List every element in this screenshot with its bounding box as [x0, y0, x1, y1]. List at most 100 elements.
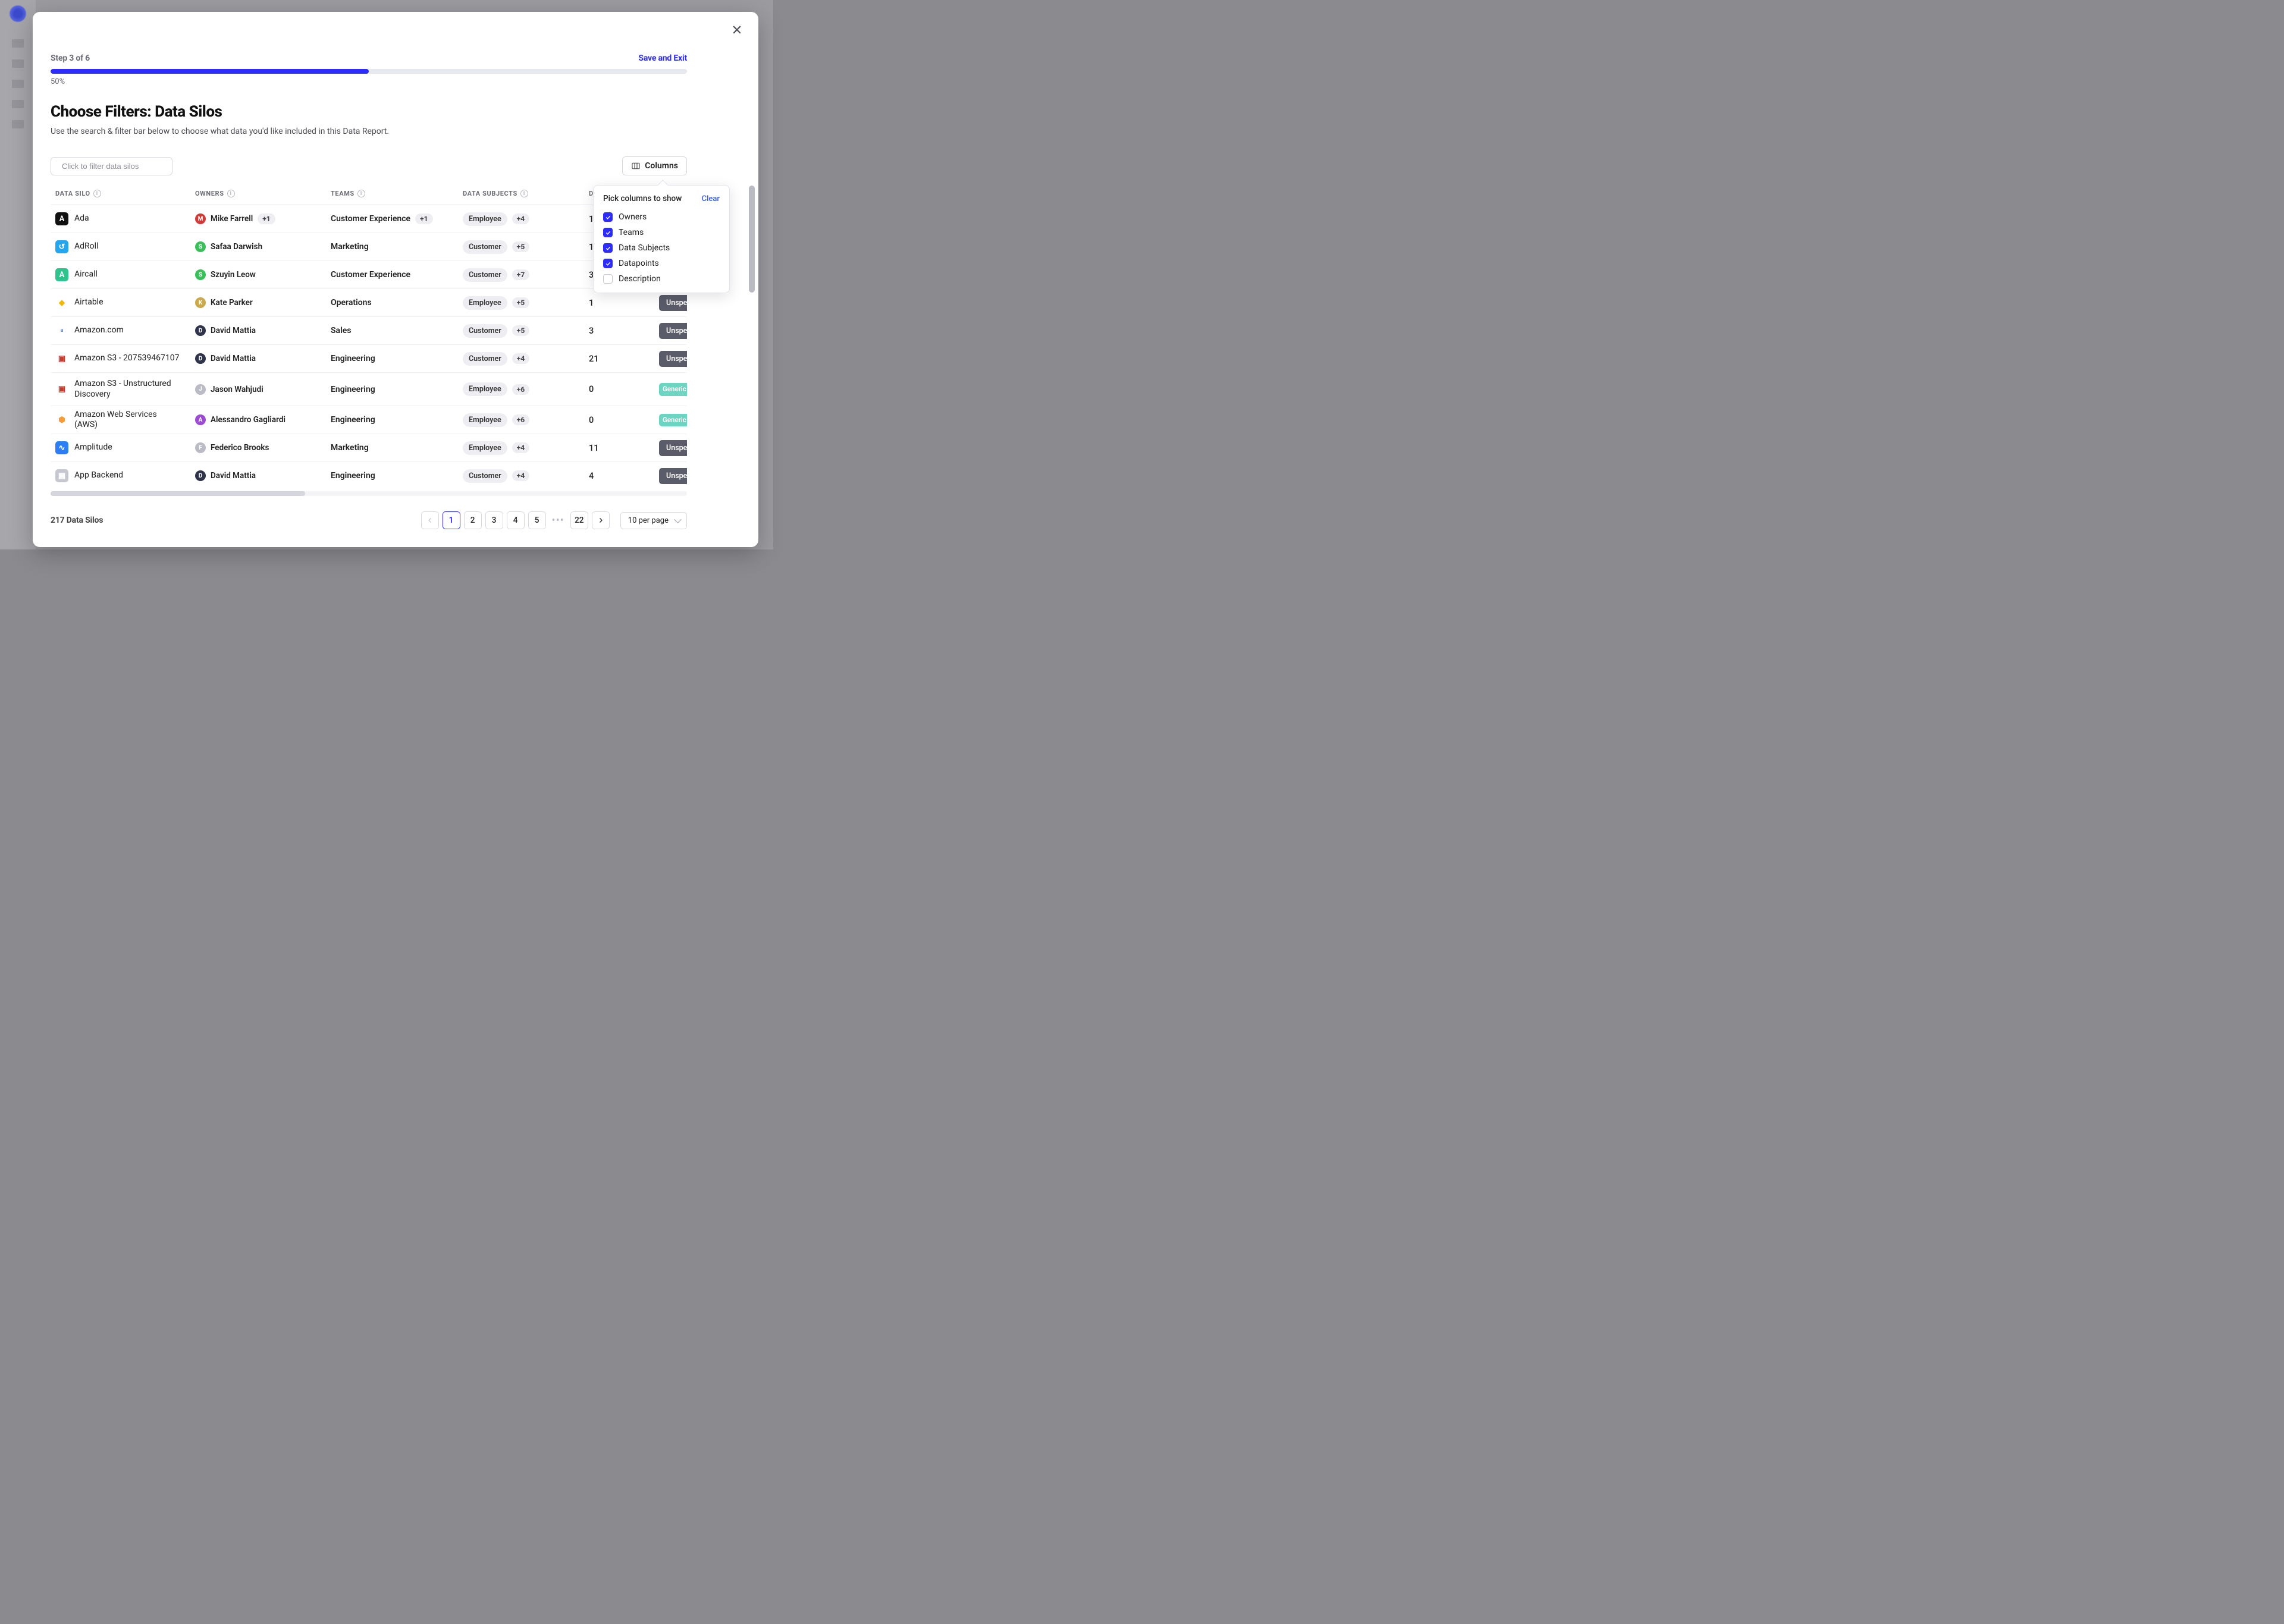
subject-extra-pill[interactable]: +5 [512, 325, 529, 336]
owner-extra-pill[interactable]: +1 [258, 213, 275, 224]
subject-pill[interactable]: Customer [463, 324, 507, 338]
filter-input-wrap[interactable] [51, 157, 172, 175]
table-row[interactable]: ▣Amazon S3 - Unstructured DiscoveryJJaso… [51, 373, 687, 406]
owner-name: Jason Wahjudi [211, 385, 263, 394]
checkbox-icon[interactable] [603, 212, 613, 222]
columns-popover: Pick columns to show Clear OwnersTeamsDa… [593, 185, 730, 293]
data-table: DATA SILOi OWNERSi TEAMSi DATA SUBJECTSi… [51, 190, 687, 547]
page-button[interactable]: 3 [485, 511, 503, 529]
category-badge[interactable]: Unspecified [659, 351, 687, 367]
checkbox-icon[interactable] [603, 243, 613, 253]
column-option[interactable]: Teams [603, 225, 720, 240]
subject-extra-pill[interactable]: +6 [512, 384, 529, 395]
team-name: Operations [331, 298, 372, 307]
columns-button-label: Columns [645, 161, 678, 171]
checkbox-icon[interactable] [603, 259, 613, 268]
page-button[interactable]: 2 [464, 511, 482, 529]
save-and-exit-link[interactable]: Save and Exit [638, 54, 687, 63]
category-badge[interactable]: Unspecified [659, 323, 687, 339]
page-button[interactable]: 5 [528, 511, 546, 529]
column-option-label: Datapoints [619, 259, 659, 268]
info-icon[interactable]: i [520, 190, 528, 197]
subject-pill[interactable]: Customer [463, 469, 507, 483]
popover-clear-link[interactable]: Clear [702, 194, 720, 203]
column-option[interactable]: Data Subjects [603, 240, 720, 256]
per-page-select[interactable]: 10 per page [620, 512, 687, 529]
columns-icon [631, 161, 641, 171]
category-badge[interactable]: Generic Personal Information [659, 383, 687, 395]
column-option[interactable]: Owners [603, 209, 720, 225]
page-title: Choose Filters: Data Silos [51, 103, 687, 121]
team-name: Engineering [331, 354, 375, 363]
category-badge[interactable]: Generic Personal Information [659, 414, 687, 426]
subject-extra-pill[interactable]: +6 [512, 414, 529, 425]
page-subtitle: Use the search & filter bar below to cho… [51, 127, 687, 136]
silo-name: Amazon Web Services (AWS) [74, 410, 181, 431]
avatar: D [195, 353, 206, 364]
subject-pill[interactable]: Customer [463, 352, 507, 366]
next-page-button[interactable] [592, 511, 610, 529]
silo-name: Amplitude [74, 442, 112, 453]
table-row[interactable]: AAdaMMike Farrell+1Customer Experience+1… [51, 205, 687, 233]
datapoints-value: 4 [589, 471, 659, 481]
checkbox-icon[interactable] [603, 274, 613, 284]
table-row[interactable]: ⬢Amazon Web Services (AWS)AAlessandro Ga… [51, 406, 687, 434]
page-button[interactable]: 1 [443, 511, 460, 529]
modal-scrollbar[interactable] [749, 55, 755, 535]
subject-pill[interactable]: Customer [463, 240, 507, 254]
owner-name: David Mattia [211, 471, 256, 480]
bg-sidebar [0, 0, 36, 549]
subject-extra-pill[interactable]: +5 [512, 297, 529, 308]
columns-button[interactable]: Columns [622, 156, 687, 175]
team-name: Marketing [331, 443, 369, 453]
checkbox-icon[interactable] [603, 228, 613, 237]
scrollbar-thumb[interactable] [749, 186, 755, 293]
th-data-subjects[interactable]: DATA SUBJECTSi [463, 190, 589, 197]
silo-icon: ▦ [55, 469, 68, 482]
column-option[interactable]: Description [603, 271, 720, 287]
close-button[interactable] [729, 21, 745, 38]
th-data-silo[interactable]: DATA SILOi [55, 190, 195, 197]
th-owners[interactable]: OWNERSi [195, 190, 331, 197]
category-badge[interactable]: Unspecified [659, 295, 687, 311]
table-row[interactable]: ∿AmplitudeFFederico BrooksMarketingEmplo… [51, 434, 687, 462]
table-row[interactable]: aAmazon.comDDavid MattiaSalesCustomer+53… [51, 317, 687, 345]
column-option[interactable]: Datapoints [603, 256, 720, 271]
silo-name: Airtable [74, 297, 103, 308]
team-extra-pill[interactable]: +1 [415, 213, 432, 224]
silo-name: Amazon S3 - 207539467107 [74, 353, 179, 364]
subject-pill[interactable]: Employee [463, 212, 507, 226]
table-row[interactable]: ↺AdRollSSafaa DarwishMarketingCustomer+5… [51, 233, 687, 261]
subject-extra-pill[interactable]: +4 [512, 442, 529, 453]
subject-pill[interactable]: Customer [463, 268, 507, 282]
horizontal-scrollbar-thumb[interactable] [51, 491, 305, 496]
table-row[interactable]: ▣Amazon S3 - 207539467107DDavid MattiaEn… [51, 345, 687, 373]
subject-extra-pill[interactable]: +4 [512, 470, 529, 481]
subject-extra-pill[interactable]: +4 [512, 213, 529, 224]
page-button[interactable]: 4 [507, 511, 525, 529]
table-row[interactable]: ◆AirtableKKate ParkerOperationsEmployee+… [51, 289, 687, 317]
info-icon[interactable]: i [227, 190, 235, 197]
subject-pill[interactable]: Employee [463, 441, 507, 455]
silo-icon: A [55, 268, 68, 281]
subject-pill[interactable]: Employee [463, 413, 507, 427]
info-icon[interactable]: i [357, 190, 365, 197]
category-badge[interactable]: Unspecified [659, 468, 687, 484]
silo-icon: ∿ [55, 441, 68, 454]
info-icon[interactable]: i [93, 190, 101, 197]
horizontal-scrollbar[interactable] [51, 491, 687, 496]
owner-name: Szuyin Leow [211, 270, 256, 279]
subject-extra-pill[interactable]: +4 [512, 353, 529, 364]
subject-pill[interactable]: Employee [463, 296, 507, 310]
silo-icon: ⬢ [55, 413, 68, 426]
page-button[interactable]: 22 [570, 511, 588, 529]
subject-extra-pill[interactable]: +5 [512, 241, 529, 252]
filter-input[interactable] [62, 162, 167, 171]
th-teams[interactable]: TEAMSi [331, 190, 463, 197]
team-name: Engineering [331, 471, 375, 480]
subject-extra-pill[interactable]: +7 [512, 269, 529, 280]
table-row[interactable]: ▦App BackendDDavid MattiaEngineeringCust… [51, 462, 687, 486]
category-badge[interactable]: Unspecified [659, 440, 687, 456]
table-row[interactable]: AAircallSSzuyin LeowCustomer ExperienceC… [51, 261, 687, 289]
subject-pill[interactable]: Employee [463, 382, 507, 396]
